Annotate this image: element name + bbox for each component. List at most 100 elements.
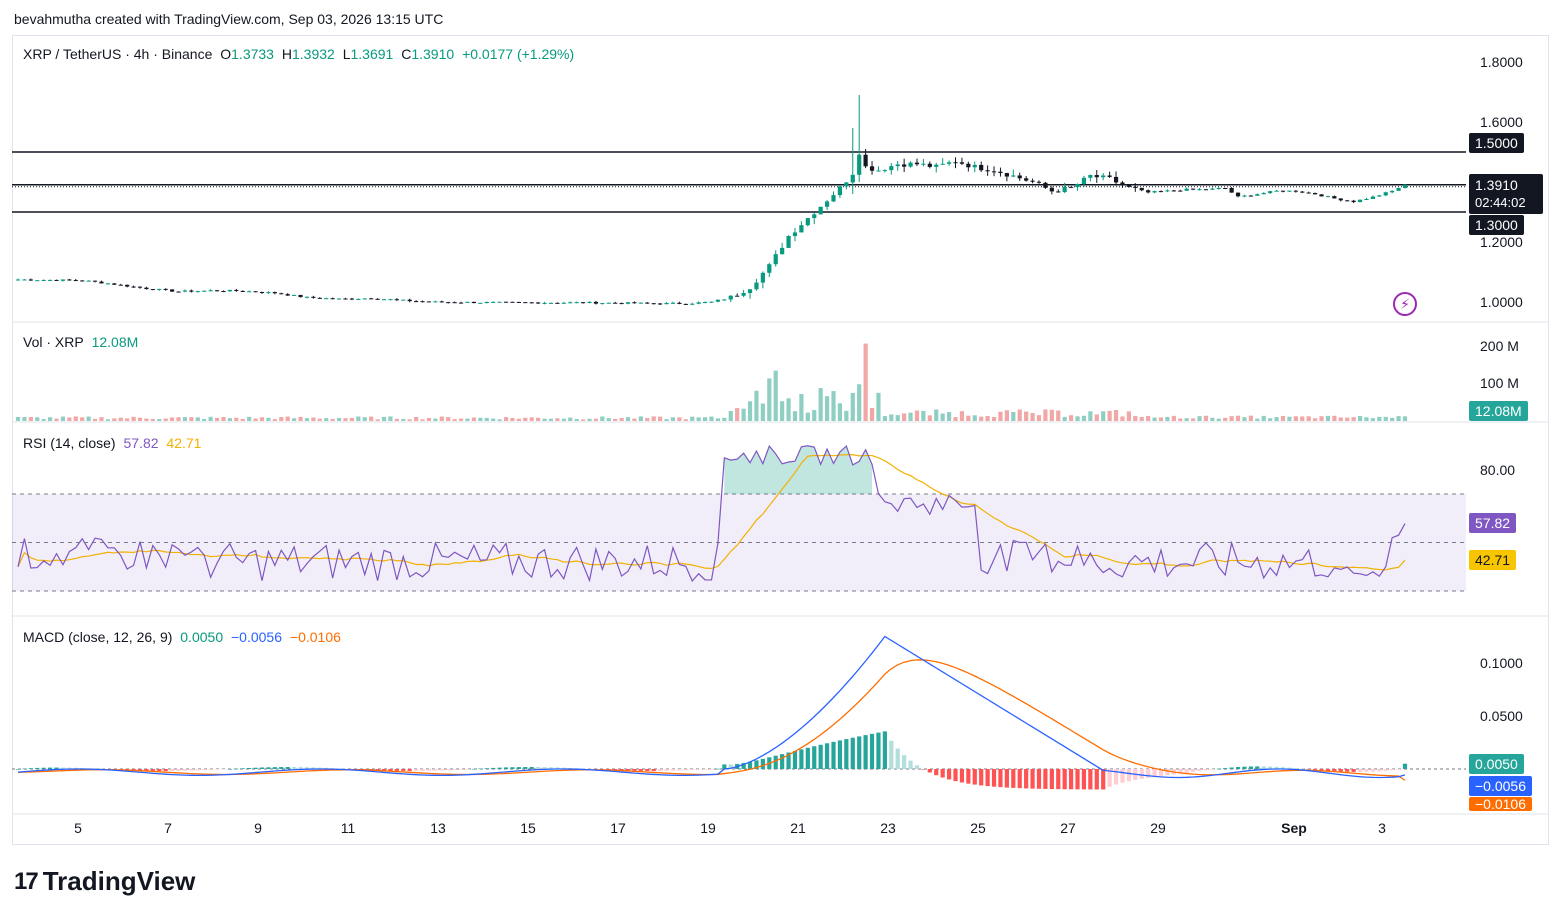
- candle-body: [818, 206, 823, 215]
- macd-histogram-bar: [176, 769, 181, 771]
- candle: [869, 161, 875, 175]
- macd-histogram-bar: [214, 769, 220, 770]
- macd-histogram-bar: [812, 746, 817, 769]
- candle: [394, 298, 399, 301]
- candle-body: [606, 302, 611, 304]
- volume-legend[interactable]: Vol · XRP 12.08M: [23, 334, 142, 350]
- candle-body: [1216, 187, 1221, 189]
- candle: [465, 301, 470, 304]
- candle-body: [1402, 184, 1408, 189]
- symbol-legend[interactable]: XRP / TetherUS · 4h · Binance O1.3733 H1…: [23, 46, 578, 62]
- candle-body: [1062, 186, 1067, 193]
- candle: [356, 298, 361, 300]
- candle-body: [786, 236, 791, 248]
- volume-bar: [1049, 409, 1054, 421]
- volume-bar: [638, 416, 643, 421]
- volume-bar: [381, 416, 387, 421]
- candle-body: [1313, 192, 1318, 195]
- volume-value: 12.08M: [91, 334, 139, 350]
- macd-histogram-bar: [998, 769, 1003, 788]
- candle-body: [709, 301, 714, 303]
- candle-body: [1126, 185, 1131, 187]
- candle: [991, 166, 997, 177]
- volume-bar: [792, 411, 798, 421]
- macd-histogram-bar: [471, 768, 477, 770]
- macd-signal-line: [17, 659, 1406, 781]
- candle: [902, 158, 907, 173]
- macd-histogram-bar: [356, 769, 361, 770]
- lower-level-badge: 1.3000: [1469, 215, 1524, 235]
- volume-bar: [1268, 418, 1273, 421]
- candle: [1113, 171, 1119, 186]
- macd-legend[interactable]: MACD (close, 12, 26, 9) 0.0050 −0.0056 −…: [23, 629, 345, 645]
- candle: [664, 302, 669, 305]
- candle-body: [144, 287, 149, 290]
- candle-body: [80, 280, 85, 282]
- candle: [690, 302, 695, 306]
- macd-histogram-bar: [619, 769, 624, 771]
- macd-histogram-bar: [985, 769, 990, 787]
- macd-histogram-bar: [304, 767, 310, 769]
- candle-body: [625, 302, 631, 304]
- lightning-icon[interactable]: ⚡: [1393, 292, 1417, 316]
- candle: [1139, 187, 1144, 192]
- candle-body: [683, 303, 688, 305]
- macd-histogram-bar: [420, 769, 425, 771]
- macd-histogram-bar: [208, 769, 213, 770]
- volume-bar: [979, 416, 984, 421]
- candle-body: [1197, 189, 1202, 191]
- macd-histogram-bar: [959, 769, 965, 783]
- candle: [799, 221, 804, 233]
- macd-histogram-bar: [1261, 766, 1266, 769]
- candle-body: [317, 297, 322, 299]
- candle-body: [658, 303, 663, 305]
- candle-body: [214, 290, 220, 292]
- volume-bar: [1126, 411, 1131, 421]
- rsi-line: [17, 444, 1406, 583]
- macd-histogram-bar: [1011, 769, 1016, 788]
- macd-histogram-bar: [1210, 769, 1215, 770]
- symbol-pair[interactable]: XRP / TetherUS · 4h · Binance: [23, 46, 213, 62]
- brand-name: TradingView: [42, 866, 196, 896]
- candle: [1165, 189, 1170, 193]
- candle: [1370, 195, 1375, 200]
- tradingview-logo[interactable]: 17 TradingView: [14, 866, 195, 897]
- candle: [131, 285, 136, 288]
- volume-bar: [882, 416, 887, 421]
- macd-histogram-bar: [754, 760, 759, 769]
- volume-badge: 12.08M: [1469, 401, 1528, 421]
- macd-histogram-bar: [600, 769, 605, 770]
- candle: [882, 169, 887, 173]
- candle-body: [221, 291, 226, 293]
- candle-body: [189, 290, 194, 292]
- candle: [157, 288, 162, 291]
- price-tick-label: 1.2000: [1480, 234, 1523, 250]
- candle: [1313, 192, 1318, 195]
- volume-bar: [574, 419, 579, 421]
- candle: [613, 301, 618, 304]
- volume-bar: [92, 418, 98, 421]
- candle: [773, 250, 778, 267]
- candle: [702, 301, 708, 304]
- volume-bar: [670, 417, 676, 421]
- candle-body: [1345, 200, 1350, 202]
- volume-bar: [536, 417, 541, 421]
- volume-bar: [1113, 410, 1119, 421]
- macd-histogram-bar: [362, 769, 367, 770]
- candle: [491, 301, 496, 304]
- macd-histogram-bar: [747, 761, 753, 769]
- time-tick-label: 25: [970, 820, 986, 836]
- macd-histogram-bar: [792, 750, 798, 769]
- candle: [118, 283, 123, 286]
- volume-bar: [1139, 417, 1144, 421]
- macd-histogram-bar: [1216, 768, 1221, 770]
- macd-histogram-bar: [953, 769, 958, 782]
- candle: [889, 163, 894, 175]
- volume-bar: [568, 417, 573, 421]
- candle: [696, 301, 701, 305]
- rsi-legend[interactable]: RSI (14, close) 57.82 42.71: [23, 435, 205, 451]
- candle-body: [298, 294, 303, 298]
- candle: [221, 290, 226, 293]
- candle-body: [401, 299, 406, 301]
